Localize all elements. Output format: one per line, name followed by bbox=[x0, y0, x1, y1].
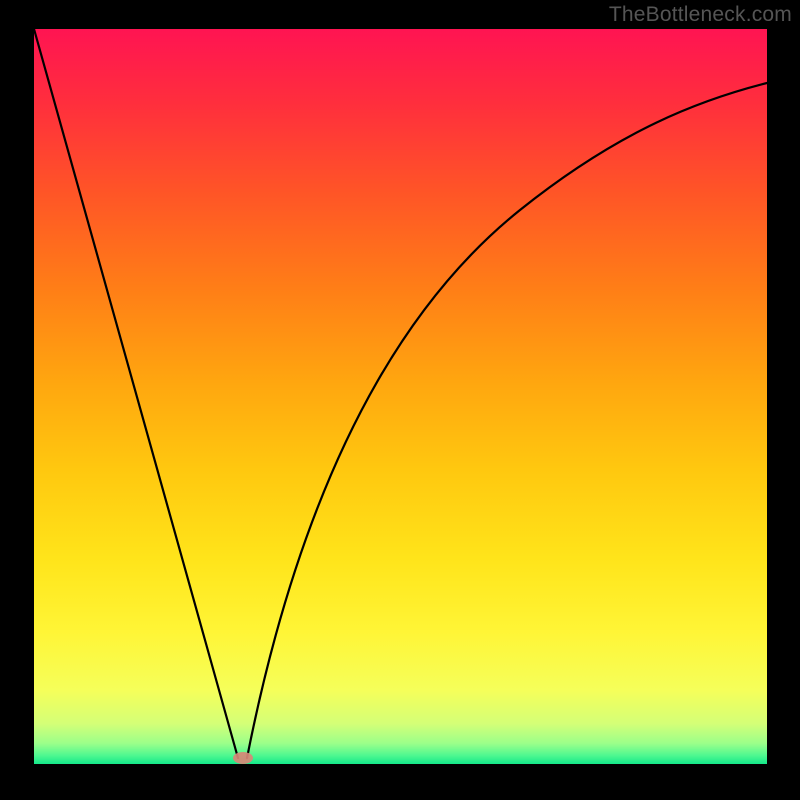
chart-frame: TheBottleneck.com bbox=[0, 0, 800, 800]
plot-area bbox=[34, 29, 767, 764]
bottleneck-chart bbox=[0, 0, 800, 800]
minimum-marker bbox=[233, 752, 253, 764]
watermark-text: TheBottleneck.com bbox=[609, 3, 792, 27]
